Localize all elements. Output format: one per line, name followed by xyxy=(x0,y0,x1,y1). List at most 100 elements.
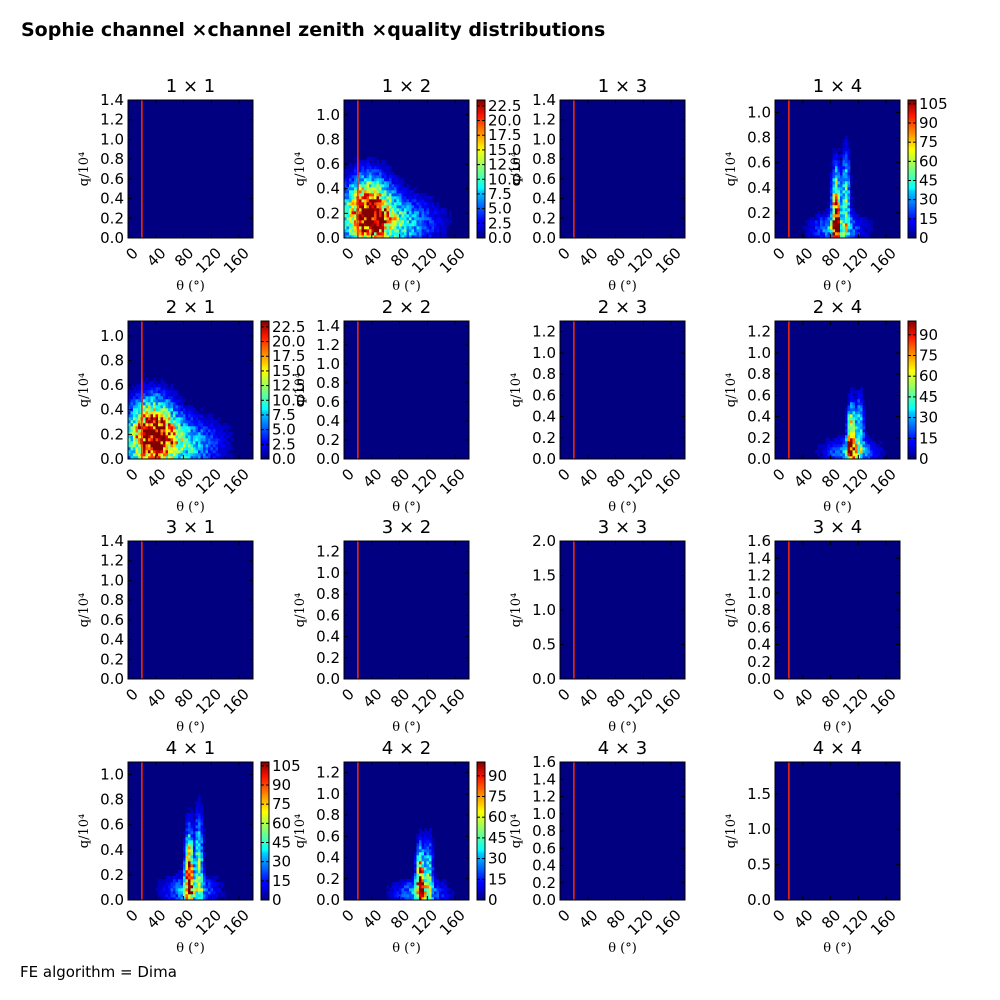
y-tick-label: 1.2 xyxy=(747,323,771,341)
y-tick-label: 0.2 xyxy=(100,866,124,884)
y-tick-label: 0.0 xyxy=(747,229,771,247)
panel-title: 2 × 4 xyxy=(813,297,862,318)
y-tick-label: 0.4 xyxy=(100,401,124,419)
y-tick-label: 0.0 xyxy=(316,670,340,688)
colorbar-tick-label: 0 xyxy=(488,891,498,909)
x-tick-label: 160 xyxy=(436,465,469,498)
y-tick-label: 0.4 xyxy=(532,190,556,208)
colorbar-tick-label: 45 xyxy=(488,829,507,847)
y-tick-label: 1.0 xyxy=(532,344,556,362)
y-tick-label: 0.6 xyxy=(532,386,556,404)
panel-3-4: 3 × 40.00.20.40.60.81.01.21.41.60 40 80120… xyxy=(724,517,901,735)
y-tick-label: 1.2 xyxy=(747,567,771,585)
plot-frame xyxy=(343,761,470,901)
colorbar-tick-label: 22.5 xyxy=(272,318,305,336)
x-tick-label: 160 xyxy=(436,906,469,939)
y-tick-label: 0.0 xyxy=(747,450,771,468)
y-axis-label: q/10⁴ xyxy=(77,152,92,186)
panel-title: 1 × 3 xyxy=(598,76,647,97)
y-tick-label: 0.0 xyxy=(532,229,556,247)
y-tick-label: 0.8 xyxy=(316,585,340,603)
plot-frame xyxy=(127,540,254,680)
x-tick-label: 40 xyxy=(575,685,601,711)
plot-frame xyxy=(343,540,470,680)
x-tick-label: 0 xyxy=(554,465,573,484)
colorbar-tick-label: 5.0 xyxy=(488,200,512,218)
y-tick-label: 1.0 xyxy=(532,601,556,619)
x-tick-label: 120 xyxy=(408,906,441,939)
colorbar-gradient xyxy=(476,761,486,901)
x-axis-label: θ (°) xyxy=(608,720,637,735)
x-tick-label: 0 xyxy=(769,685,788,704)
colorbar-tick-label: 90 xyxy=(919,326,938,344)
panel-title: 2 × 1 xyxy=(166,297,215,318)
y-tick-label: 0.8 xyxy=(532,822,556,840)
x-tick-label: 40 xyxy=(359,244,385,270)
colorbar: 0.02.55.07.510.012.515.017.520.022.5 xyxy=(260,318,305,468)
x-tick-label: 0 xyxy=(769,244,788,263)
y-tick-label: 1.0 xyxy=(316,564,340,582)
panel-2-2: 2 × 20.00.20.40.60.81.01.21.40 40 80120160… xyxy=(293,297,470,515)
y-tick-label: 1.4 xyxy=(532,770,556,788)
plot-area xyxy=(560,762,685,900)
colorbar-tick-label: 2.5 xyxy=(272,435,296,453)
y-tick-label: 1.5 xyxy=(532,567,556,585)
colorbar: 0.02.55.07.510.012.515.017.520.022.5 xyxy=(476,97,521,247)
colorbar-tick-label: 2.5 xyxy=(488,214,512,232)
y-tick-label: 1.0 xyxy=(100,766,124,784)
y-tick-label: 0.8 xyxy=(100,591,124,609)
figure-title: Sophie channel ×channel zenith ×quality … xyxy=(21,19,605,41)
x-tick-label: 120 xyxy=(192,906,225,939)
y-tick-label: 1.0 xyxy=(532,130,556,148)
y-tick-label: 1.0 xyxy=(747,344,771,362)
y-tick-label: 0.4 xyxy=(316,412,340,430)
y-tick-label: 0.2 xyxy=(316,431,340,449)
colorbar-tick-label: 15.0 xyxy=(488,141,521,159)
y-tick-label: 1.0 xyxy=(316,106,340,124)
colorbar-tick-label: 7.5 xyxy=(488,185,512,203)
colorbar-gradient xyxy=(260,320,270,460)
x-tick-label: 120 xyxy=(839,465,872,498)
y-tick-label: 0.6 xyxy=(100,376,124,394)
y-tick-label: 2.0 xyxy=(532,532,556,550)
y-tick-label: 0.0 xyxy=(100,670,124,688)
x-tick-label: 160 xyxy=(220,685,253,718)
plot-area xyxy=(128,100,253,238)
y-tick-label: 0.5 xyxy=(747,856,771,874)
y-tick-label: 1.0 xyxy=(100,571,124,589)
colorbar-tick-label: 7.5 xyxy=(272,406,296,424)
plot-frame xyxy=(343,99,470,239)
colorbar-tick-label: 0 xyxy=(919,229,929,247)
x-tick-label: 0 xyxy=(338,685,357,704)
colorbar-tick-label: 5.0 xyxy=(272,421,296,439)
colorbar-tick-label: 0.0 xyxy=(272,450,296,468)
colorbar-tick-label: 45 xyxy=(272,834,291,852)
x-axis-label: θ (°) xyxy=(392,279,421,294)
y-tick-label: 0.8 xyxy=(100,791,124,809)
x-tick-label: 160 xyxy=(220,906,253,939)
x-axis-label: θ (°) xyxy=(608,500,637,515)
x-tick-label: 160 xyxy=(652,465,685,498)
y-tick-label: 1.2 xyxy=(316,543,340,561)
colorbar-tick-label: 75 xyxy=(488,788,507,806)
plot-area xyxy=(560,541,685,679)
y-tick-label: 0.2 xyxy=(316,649,340,667)
x-tick-label: 40 xyxy=(790,906,816,932)
y-tick-label: 0.8 xyxy=(316,130,340,148)
colorbar-gradient xyxy=(476,99,486,239)
y-tick-label: 0.6 xyxy=(100,611,124,629)
y-tick-label: 1.0 xyxy=(100,130,124,148)
x-tick-label: 0 xyxy=(122,685,141,704)
x-axis-label: θ (°) xyxy=(392,720,421,735)
x-tick-label: 40 xyxy=(790,685,816,711)
colorbar-tick-label: 20.0 xyxy=(488,112,521,130)
plot-area xyxy=(344,762,469,900)
y-tick-label: 0.8 xyxy=(316,374,340,392)
y-axis-label: q/10⁴ xyxy=(724,814,739,848)
colorbar-tick-label: 15 xyxy=(919,429,938,447)
plot-area xyxy=(344,321,469,459)
x-tick-label: 40 xyxy=(359,906,385,932)
